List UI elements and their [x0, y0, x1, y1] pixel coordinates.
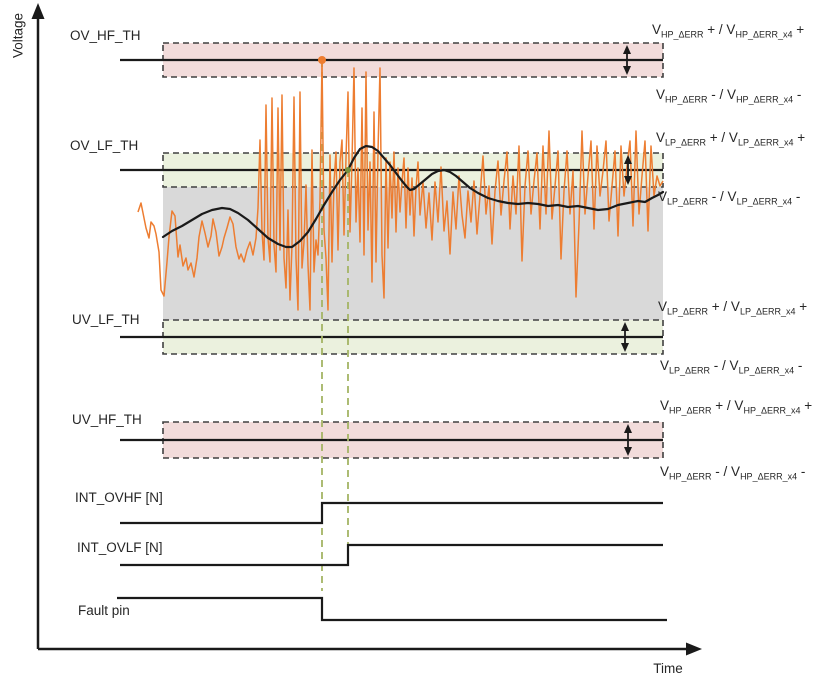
x-axis-arrow-icon [686, 642, 702, 656]
delta-range-arrow-head [624, 176, 632, 185]
filtered-signal [161, 144, 665, 249]
delta-range-arrow-head [621, 343, 629, 352]
int-ovlf-trace [120, 543, 663, 567]
ov-hf-lower-tolerance-label: VHP_ΔERR - / VHP_ΔERR_x4 - [656, 87, 802, 105]
int-ovlf-label: INT_OVLF [N] [77, 540, 163, 555]
unfiltered-signal [137, 59, 664, 311]
int-ovhf-trace [120, 501, 663, 525]
delta-range-arrow-head [624, 424, 632, 433]
ov-hf-upper-tolerance-label: VHP_ΔERR + / VHP_ΔERR_x4 + [652, 22, 805, 40]
delta-range-arrow-head [623, 45, 631, 54]
y-axis-arrow-icon [31, 3, 45, 19]
time-axis-label: Time [653, 661, 683, 676]
fault-pin-label: Fault pin [78, 603, 130, 618]
ovlf-trip-marker [345, 167, 351, 173]
int-ovhf-label: INT_OVHF [N] [75, 490, 163, 505]
uv-hf-lower-tolerance-label: VHP_ΔERR - / VHP_ΔERR_x4 - [660, 464, 806, 482]
ovhf-trip-marker [318, 56, 326, 64]
ov-lf-lower-tolerance-label: VLP_ΔERR - / VLP_ΔERR_x4 - [658, 189, 801, 207]
delta-range-arrow-head [621, 322, 629, 331]
uv-hf-upper-tolerance-label: VHP_ΔERR + / VHP_ΔERR_x4 + [660, 398, 813, 416]
uv-lf-upper-tolerance-label: VLP_ΔERR + / VLP_ΔERR_x4 + [658, 299, 808, 317]
ov-lf-th-label: OV_LF_TH [70, 138, 139, 153]
uv-lf-th-label: UV_LF_TH [72, 312, 140, 327]
ov-hf-th-label: OV_HF_TH [70, 28, 141, 43]
delta-range-arrow-head [624, 447, 632, 456]
ov-lf-upper-tolerance-label: VLP_ΔERR + / VLP_ΔERR_x4 + [656, 130, 806, 148]
delta-range-arrow-head [623, 66, 631, 75]
voltage-axis-label: Voltage [10, 12, 26, 59]
delta-range-arrow-head [624, 155, 632, 164]
fault-pin-trace [117, 596, 667, 622]
uv-hf-th-label: UV_HF_TH [72, 412, 142, 427]
uv-lf-lower-tolerance-label: VLP_ΔERR - / VLP_ΔERR_x4 - [660, 358, 803, 376]
